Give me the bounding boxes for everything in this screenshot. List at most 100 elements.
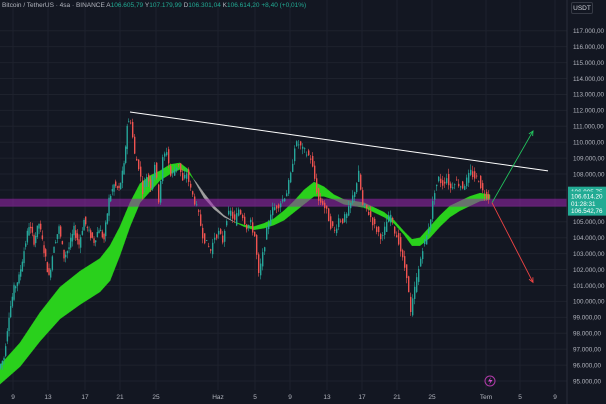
candle-body — [28, 227, 30, 236]
ma-band-segment — [43, 304, 47, 338]
candle-body — [136, 158, 138, 161]
candle-body — [276, 205, 278, 209]
candle-body — [296, 141, 298, 146]
ma-band-segment — [435, 217, 439, 232]
ma-band-segment — [311, 181, 315, 199]
candle-body — [436, 184, 438, 187]
candle-body — [410, 296, 412, 312]
candle-body — [404, 256, 406, 268]
ma-band-segment — [327, 189, 331, 199]
ma-band-segment — [127, 202, 131, 233]
candle-body — [330, 216, 332, 229]
candle-body — [150, 179, 152, 189]
lightning-icon[interactable] — [484, 375, 496, 387]
ma-band-segment — [309, 183, 313, 200]
candle-body — [432, 201, 434, 219]
x-tick-label: 17 — [358, 394, 366, 401]
candle-body — [96, 231, 99, 238]
candle-body — [348, 206, 350, 216]
support-zone — [0, 198, 567, 207]
candle-body — [63, 249, 65, 259]
candle-body — [210, 249, 212, 251]
candle-body — [190, 183, 192, 188]
candle-body — [236, 213, 238, 226]
candle-body — [394, 226, 396, 234]
y-tick-label: 104.000,00 — [573, 235, 605, 242]
candle-body — [304, 148, 306, 150]
candle-body — [146, 177, 148, 187]
ma-band-segment — [313, 181, 317, 197]
candle-body — [272, 207, 274, 216]
ma-band-segment — [67, 278, 71, 314]
ma-band-segment — [157, 170, 161, 184]
candle-body — [18, 274, 20, 284]
currency-button[interactable]: USDT — [571, 2, 593, 14]
ma-band-segment — [375, 208, 379, 215]
candle-body — [344, 214, 346, 223]
resistance-trendline — [129, 111, 549, 172]
candle-body — [414, 286, 416, 299]
candle-body — [45, 249, 47, 257]
candle-body — [260, 263, 262, 276]
bullish-projection-arrow — [491, 130, 534, 203]
candle-body — [444, 181, 446, 184]
candle-body — [188, 169, 190, 182]
candle-body — [470, 169, 472, 175]
candle-body — [118, 185, 120, 189]
candle-body — [85, 216, 87, 225]
candle-body — [456, 179, 458, 181]
ma-band-segment — [27, 327, 31, 358]
candle-body — [56, 234, 59, 239]
x-tick-label: 21 — [116, 394, 124, 401]
candle-body — [38, 223, 40, 229]
candle-body — [278, 204, 280, 209]
candle-body — [488, 194, 490, 199]
candle-body — [268, 223, 270, 230]
candle-body — [434, 193, 436, 200]
ma-band-segment — [65, 280, 69, 316]
candle-body — [204, 233, 206, 244]
low-value: 106.301,04 — [188, 2, 221, 9]
ma-band-segment — [101, 252, 105, 291]
candle-body — [20, 269, 22, 277]
candle-body — [308, 150, 310, 156]
candle-body — [416, 277, 418, 292]
ma-band-segment — [277, 213, 281, 224]
ma-band-segment — [411, 238, 415, 246]
candle-body — [486, 191, 488, 199]
y-tick-label: 117.000,00 — [573, 28, 605, 35]
support-zone-rect — [0, 198, 567, 207]
candle-body — [78, 239, 80, 245]
candle-body — [286, 193, 288, 197]
ma-band-segment — [447, 205, 451, 220]
time-axis[interactable]: 9 13 17 21 25 Haz 5 9 13 17 21 25 Tem 5 9 — [11, 394, 557, 401]
ma-band-segment — [13, 346, 17, 373]
ma-band-segment — [243, 224, 247, 228]
candle-body — [476, 175, 478, 177]
ma-band-segment — [259, 223, 263, 230]
ma-band-segment — [51, 294, 55, 329]
candle-body — [364, 203, 366, 205]
candle-body — [88, 229, 90, 231]
candle-body — [152, 176, 154, 190]
candle-body — [3, 357, 5, 361]
candle-body — [80, 237, 82, 248]
candle-body — [194, 196, 196, 205]
candle-body — [412, 298, 414, 316]
candle-body — [196, 204, 198, 206]
candle-body — [270, 214, 272, 226]
candle-body — [121, 170, 124, 183]
ma-band-segment — [325, 187, 329, 198]
candle-body — [398, 233, 400, 245]
candle-body — [10, 306, 12, 318]
candle-body — [352, 195, 354, 203]
ma-band-segment — [77, 270, 81, 307]
ma-band-segment — [379, 210, 383, 217]
candle-body — [68, 247, 70, 250]
close-label: K — [222, 2, 227, 9]
candle-body — [73, 225, 75, 236]
ma-band-segment — [41, 306, 45, 340]
candle-body — [396, 235, 398, 238]
candle-body — [248, 224, 250, 228]
